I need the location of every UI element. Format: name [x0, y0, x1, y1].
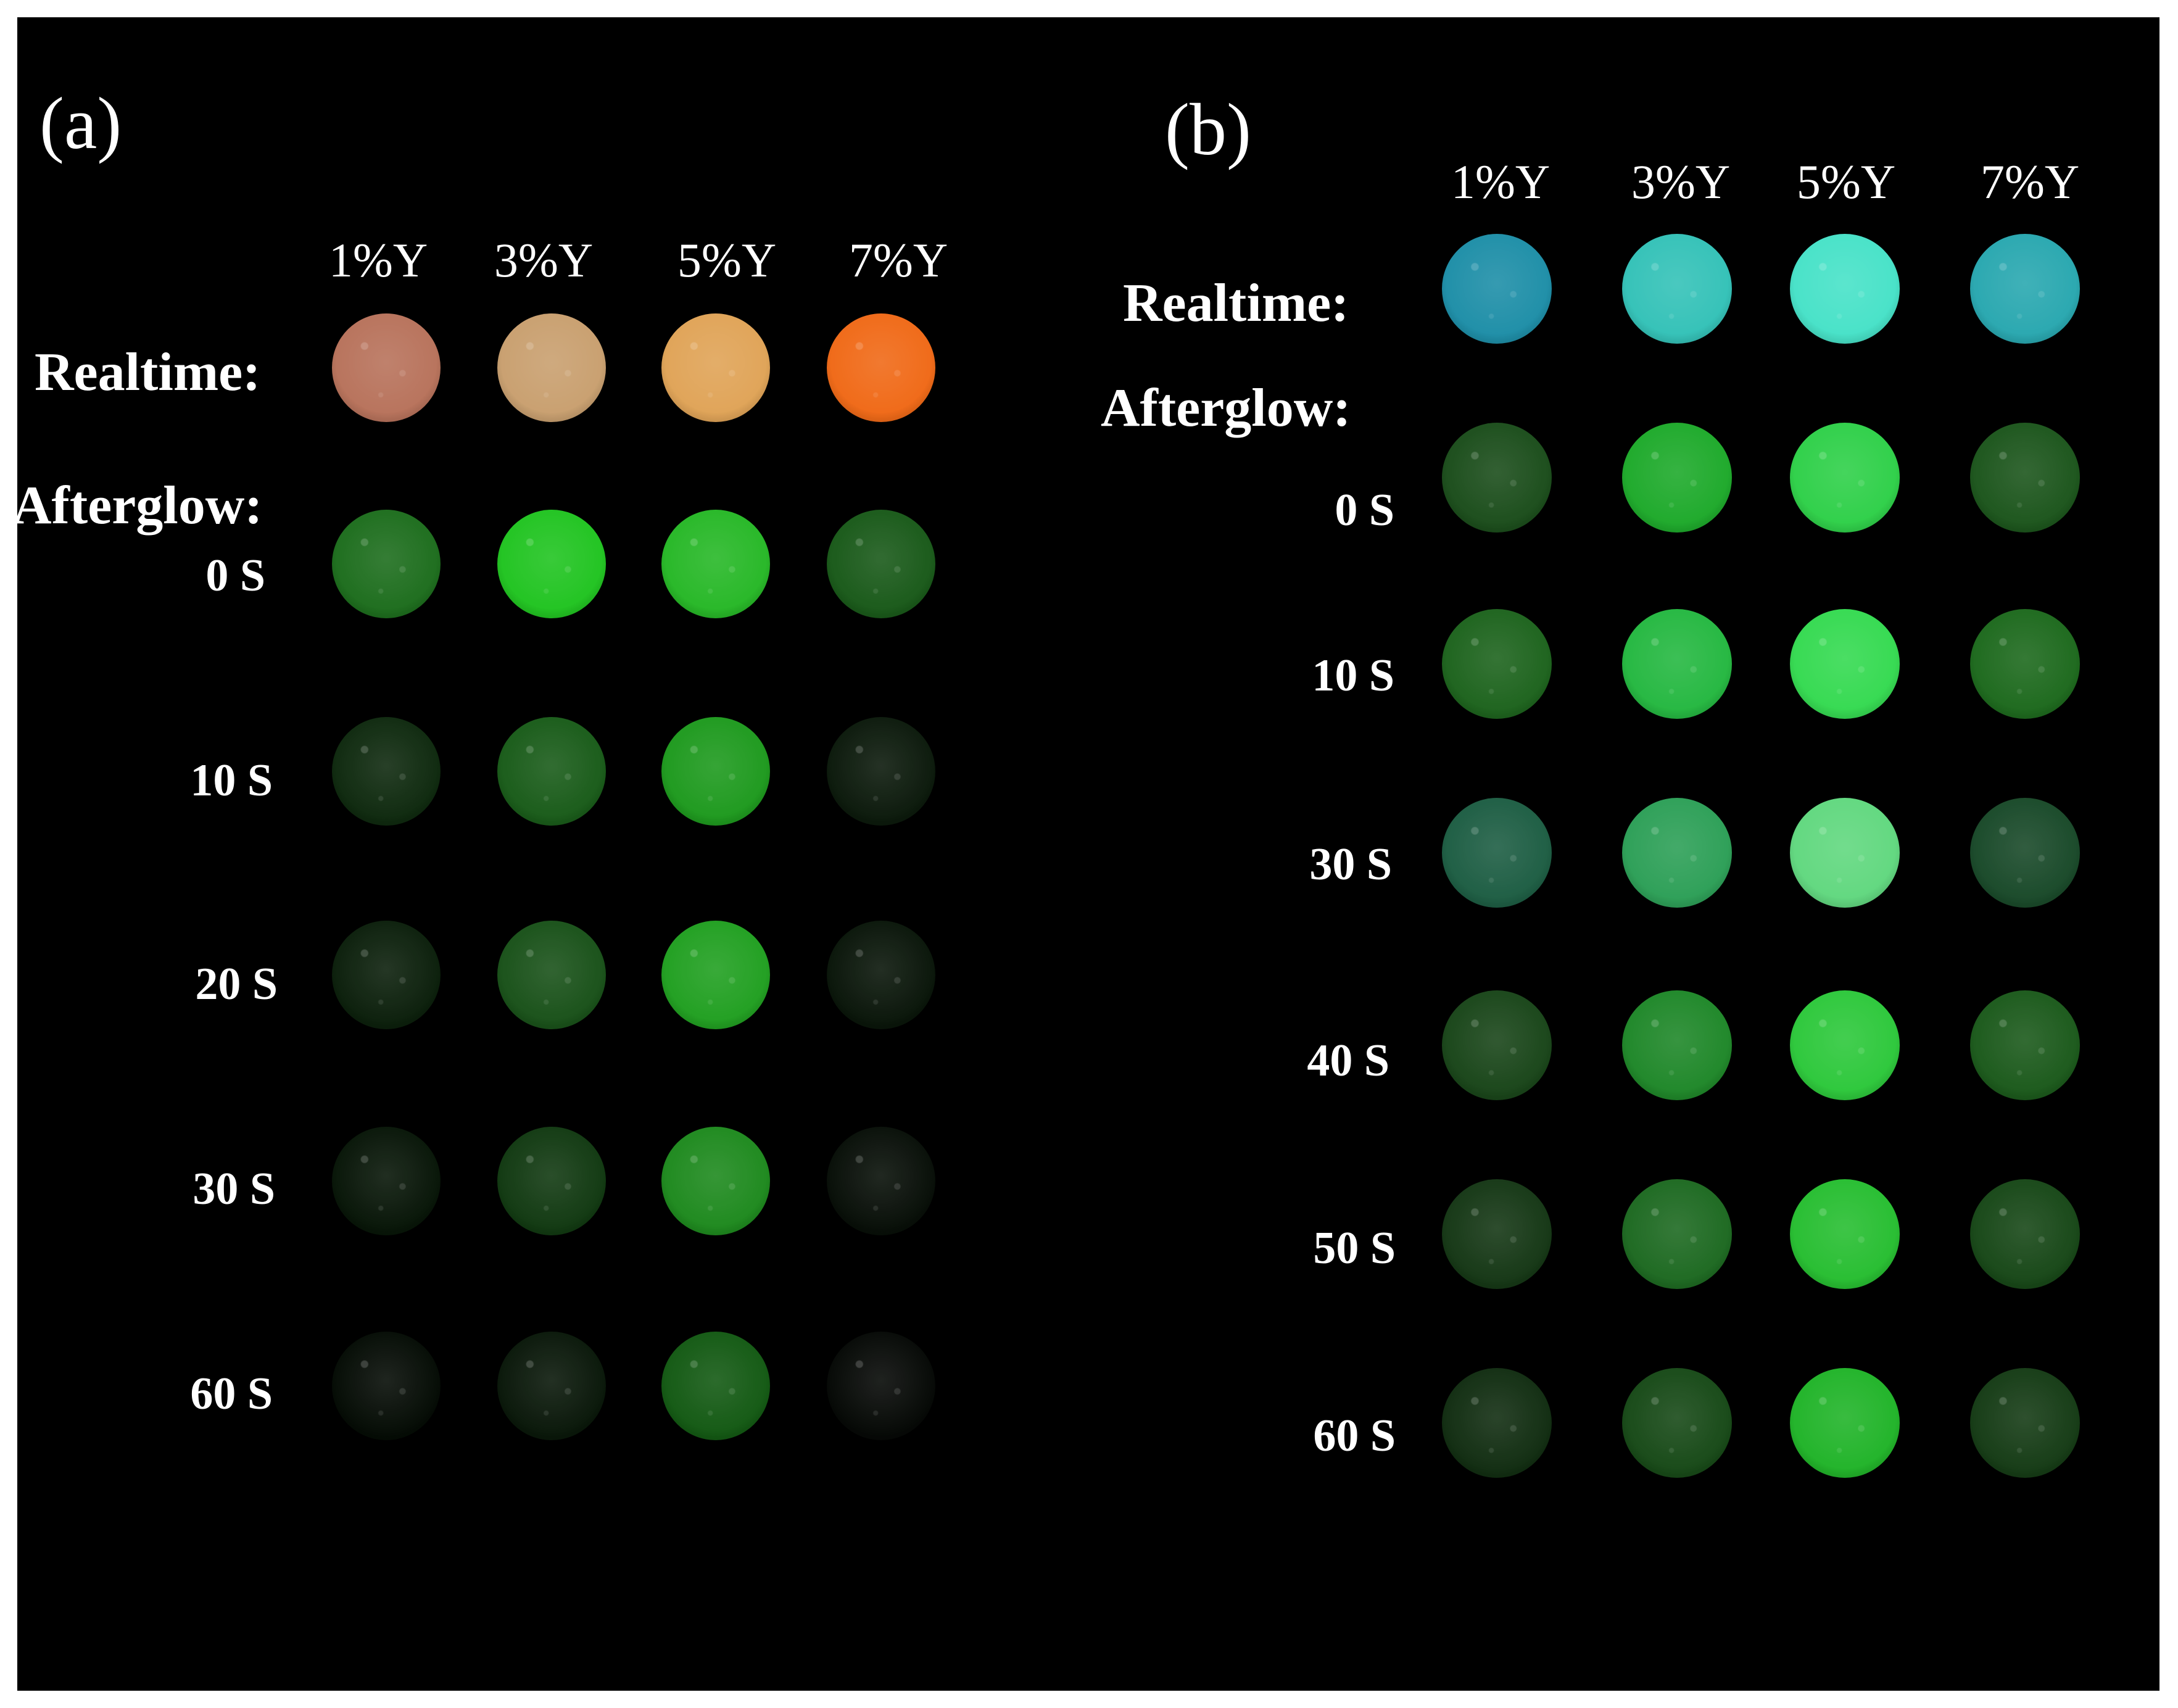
- panel-a-time-30: 30 S: [193, 1164, 275, 1214]
- panel-a-afterglow-60s-sample-5pct: [661, 1332, 770, 1440]
- panel-a-afterglow-30s-sample-5pct: [661, 1127, 770, 1235]
- panel-b-realtime-sample-1pct: [1442, 234, 1552, 344]
- panel-a-label: (a): [39, 82, 122, 164]
- panel-a-afterglow-0s-sample-5pct: [661, 510, 770, 618]
- panel-a-afterglow-0s-sample-1pct: [332, 510, 441, 618]
- panel-b-afterglow-label: Afterglow:: [1101, 378, 1351, 438]
- panel-b-col-3: 3%Y: [1631, 155, 1731, 209]
- panel-a-time-10: 10 S: [190, 755, 273, 806]
- panel-a-realtime-sample-3pct: [497, 313, 606, 422]
- panel-b-afterglow-50s-sample-5pct: [1790, 1179, 1900, 1289]
- panel-a-realtime-sample-1pct: [332, 313, 441, 422]
- panel-a-afterglow-10s-sample-3pct: [497, 717, 606, 826]
- panel-b-afterglow-0s-sample-3pct: [1622, 423, 1732, 533]
- panel-b-afterglow-0s-sample-5pct: [1790, 423, 1900, 533]
- panel-a-afterglow-0s-sample-3pct: [497, 510, 606, 618]
- panel-b-afterglow-10s-sample-3pct: [1622, 609, 1732, 719]
- panel-b-afterglow-50s-sample-7pct: [1970, 1179, 2080, 1289]
- panel-a-afterglow-20s-sample-5pct: [661, 921, 770, 1029]
- panel-b-afterglow-0s-sample-1pct: [1442, 423, 1552, 533]
- panel-b-time-40: 40 S: [1307, 1035, 1389, 1086]
- panel-a-afterglow-30s-sample-1pct: [332, 1127, 441, 1235]
- panel-b-col-7: 7%Y: [1980, 155, 2080, 209]
- panel-b-afterglow-40s-sample-5pct: [1790, 990, 1900, 1100]
- panel-b-afterglow-10s-sample-7pct: [1970, 609, 2080, 719]
- panel-b-afterglow-10s-sample-5pct: [1790, 609, 1900, 719]
- panel-a-realtime-sample-5pct: [661, 313, 770, 422]
- panel-a-afterglow-20s-sample-1pct: [332, 921, 441, 1029]
- panel-b-afterglow-60s-sample-7pct: [1970, 1368, 2080, 1478]
- panel-a-col-5: 5%Y: [677, 233, 777, 287]
- panel-b-afterglow-40s-sample-3pct: [1622, 990, 1732, 1100]
- panel-b-col-1: 1%Y: [1451, 155, 1551, 209]
- panel-a-time-60: 60 S: [190, 1369, 273, 1419]
- panel-b-realtime-sample-5pct: [1790, 234, 1900, 344]
- panel-b-time-60: 60 S: [1313, 1411, 1396, 1461]
- panel-b-afterglow-60s-sample-1pct: [1442, 1368, 1552, 1478]
- panel-b-label: (b): [1165, 88, 1251, 170]
- panel-a-afterglow-10s-sample-1pct: [332, 717, 441, 826]
- figure-canvas: (a) 1%Y 3%Y 5%Y 7%Y Realtime: Afterglow:…: [17, 17, 2159, 1691]
- panel-b-afterglow-0s-sample-7pct: [1970, 423, 2080, 533]
- panel-a-time-0: 0 S: [205, 550, 265, 601]
- panel-a-afterglow-10s-sample-5pct: [661, 717, 770, 826]
- panel-a-afterglow-30s-sample-3pct: [497, 1127, 606, 1235]
- panel-b-realtime-label: Realtime:: [1123, 273, 1349, 333]
- panel-a-realtime-sample-7pct: [827, 313, 935, 422]
- panel-b-realtime-sample-3pct: [1622, 234, 1732, 344]
- panel-a-col-3: 3%Y: [494, 233, 594, 287]
- panel-b-afterglow-30s-sample-1pct: [1442, 798, 1552, 908]
- panel-b-afterglow-50s-sample-3pct: [1622, 1179, 1732, 1289]
- panel-b-afterglow-40s-sample-7pct: [1970, 990, 2080, 1100]
- panel-b-afterglow-30s-sample-7pct: [1970, 798, 2080, 908]
- panel-b-afterglow-40s-sample-1pct: [1442, 990, 1552, 1100]
- panel-a-afterglow-20s-sample-7pct: [827, 921, 935, 1029]
- panel-a-afterglow-10s-sample-7pct: [827, 717, 935, 826]
- panel-a-afterglow-60s-sample-1pct: [332, 1332, 441, 1440]
- panel-a-afterglow-20s-sample-3pct: [497, 921, 606, 1029]
- panel-b-afterglow-30s-sample-3pct: [1622, 798, 1732, 908]
- panel-a-afterglow-label: Afterglow:: [17, 476, 263, 536]
- panel-a-afterglow-30s-sample-7pct: [827, 1127, 935, 1235]
- panel-a-col-1: 1%Y: [328, 233, 428, 287]
- panel-a-afterglow-60s-sample-7pct: [827, 1332, 935, 1440]
- panel-b-afterglow-50s-sample-1pct: [1442, 1179, 1552, 1289]
- panel-b-time-10: 10 S: [1312, 650, 1394, 701]
- panel-a-col-7: 7%Y: [848, 233, 948, 287]
- panel-a-time-20: 20 S: [195, 959, 278, 1009]
- panel-b-time-0: 0 S: [1335, 485, 1394, 536]
- panel-a-realtime-label: Realtime:: [35, 342, 261, 402]
- panel-b-afterglow-60s-sample-5pct: [1790, 1368, 1900, 1478]
- panel-a-afterglow-0s-sample-7pct: [827, 510, 935, 618]
- panel-a-afterglow-60s-sample-3pct: [497, 1332, 606, 1440]
- panel-b-time-30: 30 S: [1309, 839, 1392, 890]
- panel-b-afterglow-10s-sample-1pct: [1442, 609, 1552, 719]
- panel-b-afterglow-30s-sample-5pct: [1790, 798, 1900, 908]
- panel-b-realtime-sample-7pct: [1970, 234, 2080, 344]
- panel-b-time-50: 50 S: [1313, 1223, 1396, 1274]
- panel-b-afterglow-60s-sample-3pct: [1622, 1368, 1732, 1478]
- panel-b-col-5: 5%Y: [1796, 155, 1896, 209]
